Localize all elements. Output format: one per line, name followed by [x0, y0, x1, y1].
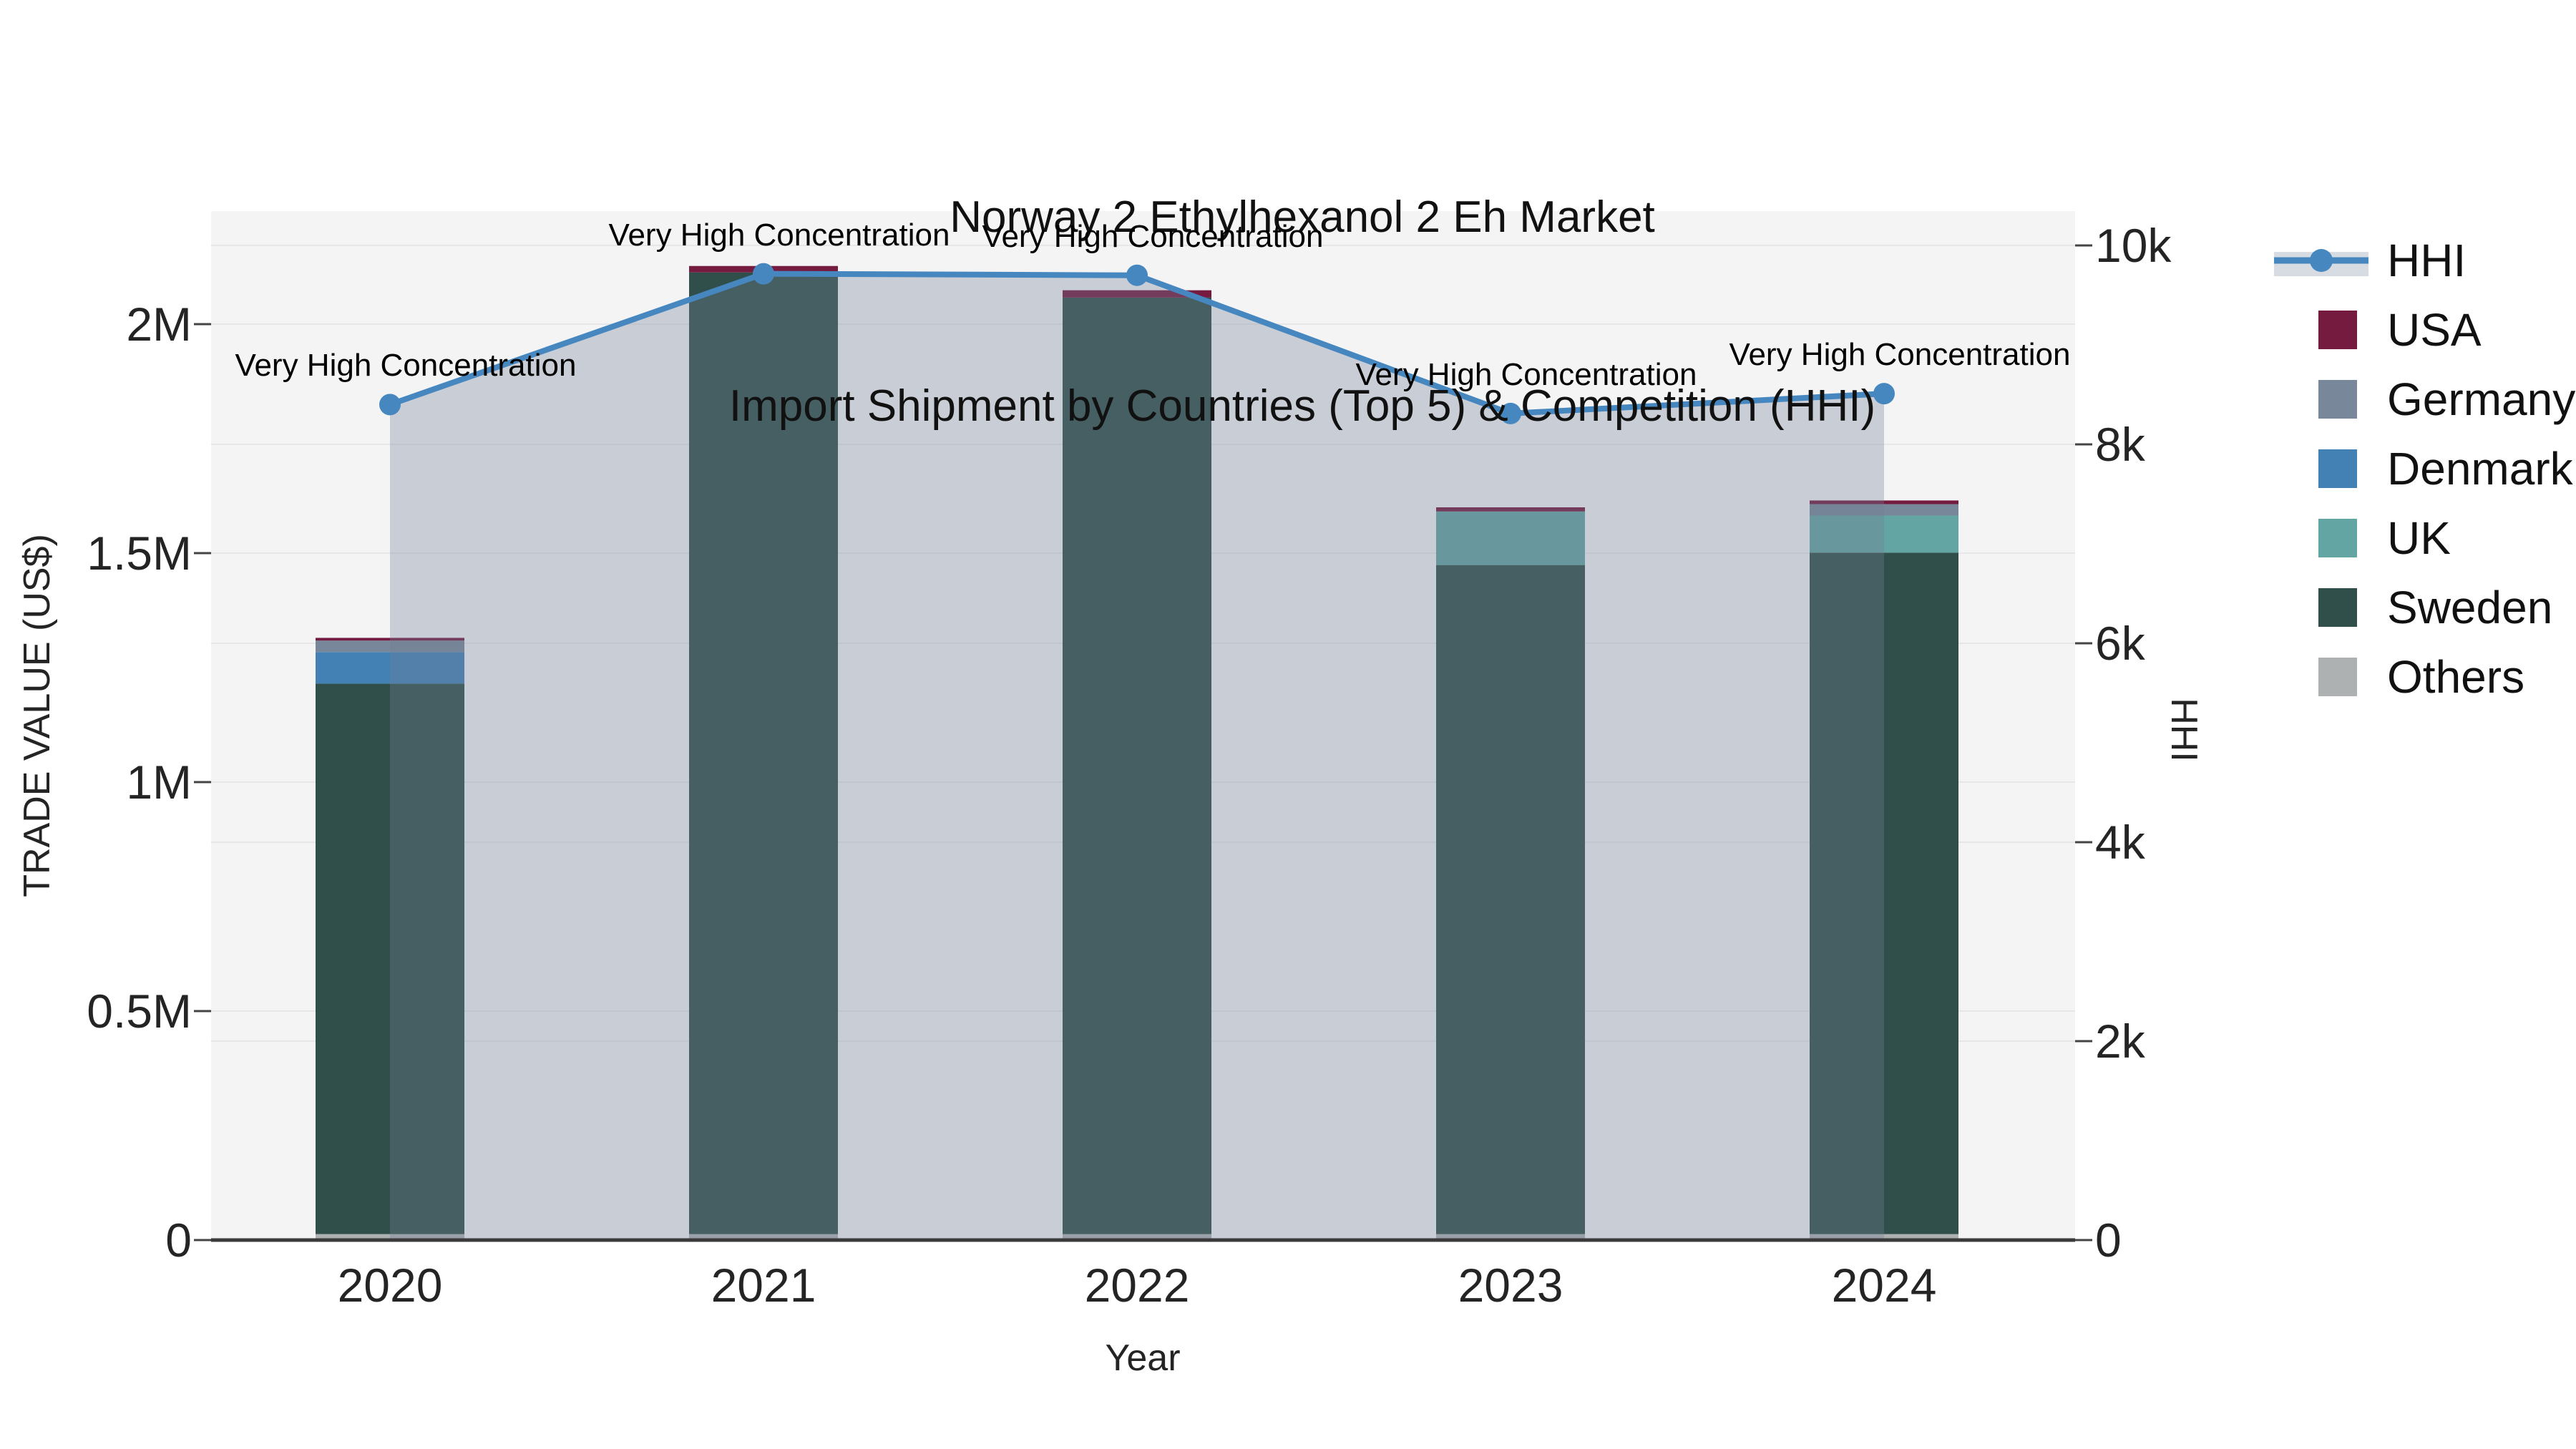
chart-title-line2: Import Shipment by Countries (Top 5) & C…: [728, 381, 1876, 431]
x-tick-2023: 2023: [1458, 1259, 1563, 1312]
annotation-2020: Very High Concentration: [235, 348, 577, 384]
legend-item-USA[interactable]: USA: [2274, 300, 2482, 360]
x-tick-2022: 2022: [1084, 1259, 1190, 1312]
y-axis-title-left: TRADE VALUE (US$): [16, 534, 58, 897]
bar-segment-2022-USA[interactable]: [1063, 290, 1211, 298]
y-tick-left-0: 0: [165, 1214, 192, 1267]
y-tick-right-8k: 8k: [2095, 418, 2145, 471]
x-tick-2024: 2024: [1831, 1259, 1937, 1312]
swatch-icon-Germany: [2274, 369, 2368, 429]
bar-segment-2022-Sweden[interactable]: [1063, 297, 1211, 1234]
hhi-marker-2021[interactable]: [753, 263, 774, 285]
hhi-marker-swatch: [2310, 249, 2333, 272]
bar-segment-2021-Sweden[interactable]: [689, 272, 838, 1234]
legend-label-Denmark: Denmark: [2387, 443, 2573, 494]
x-tick-2020: 2020: [337, 1259, 443, 1312]
y-tick-right-6k: 6k: [2095, 617, 2145, 670]
swatch-icon-Sweden: [2274, 577, 2368, 638]
legend-label-HHI: HHI: [2387, 235, 2467, 286]
color-swatch-Denmark: [2318, 449, 2357, 488]
y-tick-left-0.5M: 0.5M: [87, 985, 192, 1038]
bar-segment-2024-USA[interactable]: [1810, 500, 1958, 504]
legend-item-Others[interactable]: Others: [2274, 647, 2524, 707]
legend-item-HHI[interactable]: HHI: [2274, 230, 2466, 291]
hhi-area-fill: [390, 273, 1884, 1240]
bar-segment-2023-Others[interactable]: [1436, 1234, 1585, 1240]
x-tick-2021: 2021: [711, 1259, 816, 1312]
bar-segment-2020-Others[interactable]: [316, 1234, 464, 1240]
hhi-marker-2022[interactable]: [1126, 264, 1148, 286]
y-axis-title-right: HHI: [2163, 698, 2205, 762]
legend-label-Sweden: Sweden: [2387, 582, 2553, 633]
chart-title-line1: Norway 2 Ethylhexanol 2 Eh Market: [950, 192, 1655, 242]
bar-segment-2020-Denmark[interactable]: [316, 652, 464, 684]
y-tick-left-1.5M: 1.5M: [87, 527, 192, 580]
hhi-line-icon: [2274, 230, 2368, 291]
color-swatch-Germany: [2318, 380, 2357, 419]
swatch-icon-Denmark: [2274, 439, 2368, 499]
bar-segment-2020-Sweden[interactable]: [316, 683, 464, 1234]
annotation-2021: Very High Concentration: [608, 217, 950, 253]
legend-item-Sweden[interactable]: Sweden: [2274, 577, 2552, 638]
bar-segment-2021-Others[interactable]: [689, 1234, 838, 1240]
bar-segment-2020-Germany[interactable]: [316, 640, 464, 653]
y-tick-left-1M: 1M: [126, 756, 192, 809]
bar-segment-2023-UK[interactable]: [1436, 511, 1585, 565]
bar-segment-2020-USA[interactable]: [316, 638, 464, 641]
legend-label-UK: UK: [2387, 512, 2451, 564]
y-tick-right-2k: 2k: [2095, 1015, 2145, 1068]
legend-label-Germany: Germany: [2387, 374, 2576, 425]
legend-item-Germany[interactable]: Germany: [2274, 369, 2575, 429]
hhi-marker-2020[interactable]: [379, 394, 401, 416]
hhi-marker-2024[interactable]: [1873, 383, 1895, 405]
chart-title: Norway 2 Ethylhexanol 2 Eh Market Import…: [14, 60, 2576, 564]
y-tick-right-10k: 10k: [2095, 219, 2172, 272]
x-axis-title: Year: [1105, 1337, 1181, 1379]
bar-segment-2024-Others[interactable]: [1810, 1234, 1958, 1240]
hhi-marker-2023[interactable]: [1500, 402, 1521, 424]
color-swatch-Sweden: [2318, 588, 2357, 627]
legend-item-UK[interactable]: UK: [2274, 508, 2451, 568]
bar-segment-2023-Sweden[interactable]: [1436, 565, 1585, 1234]
legend-item-Denmark[interactable]: Denmark: [2274, 439, 2573, 499]
annotation-2023: Very High Concentration: [1355, 356, 1697, 392]
bar-segment-2024-Sweden[interactable]: [1810, 552, 1958, 1234]
color-swatch-Others: [2318, 658, 2357, 696]
color-swatch-UK: [2318, 519, 2357, 557]
swatch-icon-Others: [2274, 647, 2368, 707]
bar-segment-2023-USA[interactable]: [1436, 507, 1585, 512]
swatch-icon-USA: [2274, 300, 2368, 360]
bar-segment-2024-UK[interactable]: [1810, 515, 1958, 553]
y-tick-left-2M: 2M: [126, 298, 192, 351]
legend-label-Others: Others: [2387, 651, 2525, 703]
swatch-icon-UK: [2274, 508, 2368, 568]
bar-segment-2024-Germany[interactable]: [1810, 504, 1958, 516]
annotation-2024: Very High Concentration: [1729, 337, 2071, 373]
annotation-2022: Very High Concentration: [982, 218, 1324, 254]
y-tick-right-4k: 4k: [2095, 816, 2145, 869]
color-swatch-USA: [2318, 311, 2357, 349]
legend-label-USA: USA: [2387, 304, 2482, 356]
bar-segment-2022-Others[interactable]: [1063, 1234, 1211, 1240]
y-tick-right-0: 0: [2095, 1214, 2122, 1267]
